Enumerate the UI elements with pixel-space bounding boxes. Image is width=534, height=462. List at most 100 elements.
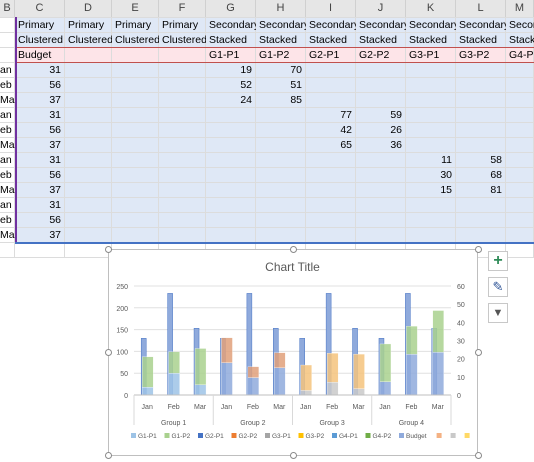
resize-handle[interactable] xyxy=(475,452,482,459)
cell-l-12[interactable]: 81 xyxy=(490,184,502,196)
resize-handle[interactable] xyxy=(105,452,112,459)
cell-i-9[interactable]: 65 xyxy=(340,139,352,151)
cell-b-14[interactable]: eb xyxy=(0,214,12,226)
resize-handle[interactable] xyxy=(105,349,112,356)
cell-b-7[interactable]: an xyxy=(0,109,12,121)
cell-j-3[interactable]: G2-P2 xyxy=(359,49,390,61)
chart-elements-button[interactable]: + xyxy=(488,251,508,271)
cell-j-7[interactable]: 59 xyxy=(390,109,402,121)
cell-c-9[interactable]: 37 xyxy=(49,139,61,151)
group-label: Group 2 xyxy=(240,420,265,427)
cell-b-15[interactable]: Mar xyxy=(0,229,15,241)
cell-g-2[interactable]: Stacked xyxy=(209,34,247,46)
cell-m-3[interactable]: G4-P1 xyxy=(509,49,534,61)
primary-axis-tick-label: 150 xyxy=(116,328,128,335)
cell-m-2[interactable]: Stacke xyxy=(509,34,534,46)
cell-c-3[interactable]: Budget xyxy=(18,49,52,61)
resize-handle[interactable] xyxy=(475,246,482,253)
cell-j-1[interactable]: Secondary xyxy=(359,19,406,31)
cell-e-2[interactable]: Clustered xyxy=(115,34,159,46)
cell-g-6[interactable]: 24 xyxy=(240,94,252,106)
legend-swatch xyxy=(332,433,337,438)
cell-c-7[interactable]: 31 xyxy=(49,109,61,121)
cell-h-3[interactable]: G1-P2 xyxy=(259,49,290,61)
cell-b-6[interactable]: Mar xyxy=(0,94,15,106)
cell-c-2[interactable]: Clustered xyxy=(18,34,63,46)
cell-d-1[interactable]: Primary xyxy=(68,19,105,31)
cell-d-2[interactable]: Clustered xyxy=(68,34,112,46)
resize-handle[interactable] xyxy=(475,349,482,356)
cell-f-1[interactable]: Primary xyxy=(162,19,199,31)
chart-filters-button[interactable]: ▼ xyxy=(488,303,508,323)
cell-b-12[interactable]: Mar xyxy=(0,184,15,196)
column-header-m[interactable]: M xyxy=(506,0,534,17)
cell-c-5[interactable]: 56 xyxy=(49,79,61,91)
cell-k-1[interactable]: Secondary xyxy=(409,19,456,31)
combo-chart[interactable]: Chart Title 0 50 100 150 200 250 0 10 20 30 40 50 60 J… xyxy=(109,250,477,455)
cell-j-9[interactable]: 36 xyxy=(390,139,402,151)
cell-l-10[interactable]: 58 xyxy=(490,154,502,166)
column-header-h[interactable]: H xyxy=(256,0,306,17)
cell-k-3[interactable]: G3-P1 xyxy=(409,49,440,61)
column-header-f[interactable]: F xyxy=(159,0,206,17)
cell-c-4[interactable]: 31 xyxy=(49,64,61,76)
column-header-b[interactable]: B xyxy=(0,0,15,17)
cell-g-4[interactable]: 19 xyxy=(240,64,252,76)
cell-l-1[interactable]: Secondary xyxy=(459,19,506,31)
cell-k-12[interactable]: 15 xyxy=(440,184,452,196)
cell-b-5[interactable]: eb xyxy=(0,79,12,91)
cell-b-11[interactable]: eb xyxy=(0,169,12,181)
cell-c-1[interactable]: Primary xyxy=(18,19,55,31)
column-header-l[interactable]: L xyxy=(456,0,506,17)
column-header-c[interactable]: C xyxy=(15,0,65,17)
cell-b-10[interactable]: an xyxy=(0,154,12,166)
column-header-d[interactable]: D xyxy=(65,0,112,17)
chart-styles-button[interactable]: ✎ xyxy=(488,277,508,297)
cell-l-3[interactable]: G3-P2 xyxy=(459,49,490,61)
column-header-g[interactable]: G xyxy=(206,0,256,17)
cell-g-3[interactable]: G1-P1 xyxy=(209,49,240,61)
cell-h-4[interactable]: 70 xyxy=(290,64,302,76)
cell-l-2[interactable]: Stacked xyxy=(459,34,497,46)
cell-c-6[interactable]: 37 xyxy=(49,94,61,106)
cell-k-10[interactable]: 11 xyxy=(441,154,452,166)
cell-b-8[interactable]: eb xyxy=(0,124,12,136)
column-header-i[interactable]: I xyxy=(306,0,356,17)
cell-i-2[interactable]: Stacked xyxy=(309,34,347,46)
cell-b-9[interactable]: Mar xyxy=(0,139,15,151)
cell-b-13[interactable]: an xyxy=(0,199,12,211)
cell-c-15[interactable]: 37 xyxy=(49,229,61,241)
cell-j-2[interactable]: Stacked xyxy=(359,34,397,46)
cell-b-4[interactable]: an xyxy=(0,64,12,76)
cell-m-1[interactable]: Secon xyxy=(509,19,534,31)
resize-handle[interactable] xyxy=(105,246,112,253)
cell-c-10[interactable]: 31 xyxy=(49,154,61,166)
cell-j-8[interactable]: 26 xyxy=(390,124,402,136)
cell-c-13[interactable]: 31 xyxy=(49,199,61,211)
column-header-e[interactable]: E xyxy=(112,0,159,17)
cell-h-1[interactable]: Secondary xyxy=(259,19,306,31)
cell-e-1[interactable]: Primary xyxy=(115,19,152,31)
cell-c-12[interactable]: 37 xyxy=(49,184,61,196)
cell-c-8[interactable]: 56 xyxy=(49,124,61,136)
cell-i-7[interactable]: 77 xyxy=(340,109,352,121)
column-header-j[interactable]: J xyxy=(356,0,406,17)
cell-i-1[interactable]: Secondary xyxy=(309,19,356,31)
cell-h-6[interactable]: 85 xyxy=(290,94,302,106)
cell-c-14[interactable]: 56 xyxy=(49,214,61,226)
column-header-k[interactable]: K xyxy=(406,0,456,17)
resize-handle[interactable] xyxy=(290,452,297,459)
cell-g-5[interactable]: 52 xyxy=(240,79,252,91)
cell-k-11[interactable]: 30 xyxy=(440,169,452,181)
resize-handle[interactable] xyxy=(290,246,297,253)
cell-k-2[interactable]: Stacked xyxy=(409,34,447,46)
chart-area[interactable]: Chart Title 0 50 100 150 200 250 0 10 20 30 40 50 60 J… xyxy=(108,249,478,456)
cell-i-8[interactable]: 42 xyxy=(340,124,352,136)
cell-h-2[interactable]: Stacked xyxy=(259,34,297,46)
cell-l-11[interactable]: 68 xyxy=(490,169,502,181)
cell-h-5[interactable]: 51 xyxy=(290,79,302,91)
cell-g-1[interactable]: Secondary xyxy=(209,19,256,31)
cell-c-11[interactable]: 56 xyxy=(49,169,61,181)
cell-f-2[interactable]: Clustered xyxy=(162,34,206,46)
cell-i-3[interactable]: G2-P1 xyxy=(309,49,340,61)
